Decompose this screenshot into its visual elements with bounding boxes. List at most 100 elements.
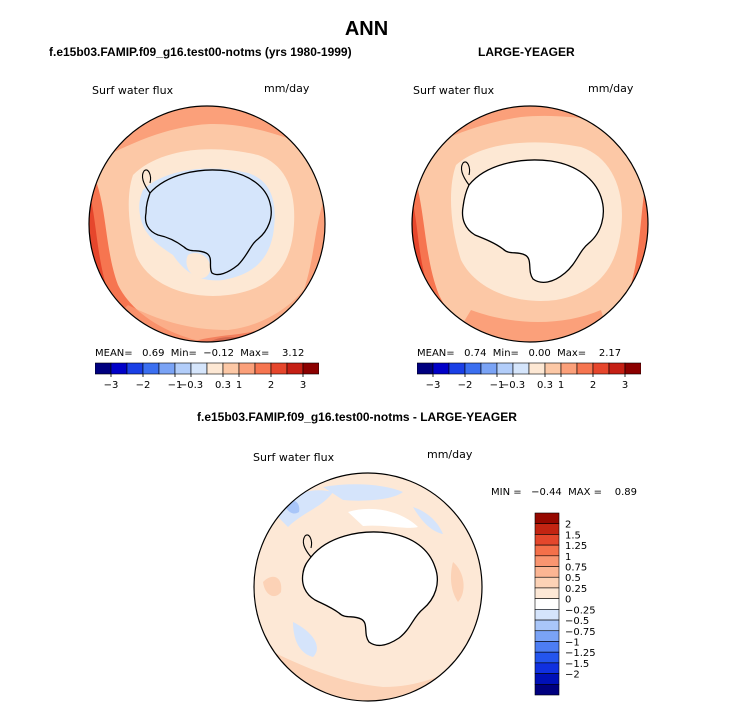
diff-colorbar-label: 0.25	[565, 584, 587, 595]
right-colorbar-label: 1	[558, 380, 564, 391]
diff-colorbar-box	[534, 651, 560, 664]
diff-colorbar-box	[534, 544, 560, 557]
left-colorbar-label: −0.3	[179, 380, 203, 391]
right-units-label: mm/day	[588, 82, 634, 95]
left-colorbar-label: 1	[236, 380, 242, 391]
left-variable-label: Surf water flux	[92, 84, 174, 97]
diff-colorbar-box	[534, 566, 560, 578]
right-colorbar-box	[496, 362, 514, 375]
diff-colorbar-box	[534, 662, 560, 674]
left-colorbar-label: −3	[104, 380, 119, 391]
left-colorbar-box	[286, 362, 304, 375]
diff-colorbar-box	[534, 598, 560, 610]
diff-colorbar: 21.51.2510.750.50.250−0.25−0.5−0.75−1−1.…	[534, 512, 596, 696]
right-colorbar-box	[432, 362, 450, 375]
left-colorbar-box	[222, 362, 240, 375]
left-colorbar-box	[190, 362, 208, 375]
right-colorbar-label: −0.3	[501, 380, 525, 391]
diff-colorbar-label: 1	[565, 552, 571, 563]
right-panel-title: LARGE-YEAGER	[478, 45, 575, 59]
diff-colorbar-label: −0.25	[565, 605, 596, 616]
right-colorbar-label: −3	[426, 380, 441, 391]
diff-colorbar-label: −2	[565, 670, 580, 681]
left-colorbar-label: 3	[300, 380, 306, 391]
left-colorbar-label: −1	[168, 380, 183, 391]
diff-colorbar-label: −1.25	[565, 648, 596, 659]
diff-stats: MIN = −0.44 MAX = 0.89	[491, 487, 638, 498]
left-colorbar-label: 2	[268, 380, 274, 391]
right-colorbar-labels: −3 −2 −1−0.3 0.3 1 2 3	[426, 374, 628, 391]
left-colorbar-box	[110, 362, 128, 375]
diff-colorbar-box	[534, 609, 560, 621]
diff-colorbar-box	[534, 630, 560, 642]
diff-variable-label: Surf water flux	[253, 451, 335, 464]
right-colorbar-label: −1	[490, 380, 505, 391]
diff-colorbar-boxes	[534, 512, 560, 696]
right-colorbar-label: 3	[622, 380, 628, 391]
left-colorbar-box	[206, 362, 224, 375]
diff-colorbar-label: 0.5	[565, 573, 581, 584]
diff-colorbar-label: 1.25	[565, 541, 587, 552]
left-colorbar-boxes	[95, 362, 319, 375]
diff-colorbar-label: 1.5	[565, 530, 581, 541]
left-colorbar-box	[254, 362, 272, 375]
left-colorbar-box	[142, 362, 160, 375]
left-colorbar-box	[270, 362, 288, 375]
left-colorbar-box	[95, 362, 112, 375]
right-colorbar-box	[624, 362, 641, 375]
right-colorbar-box	[528, 362, 546, 375]
diff-colorbar-box	[534, 587, 560, 599]
left-stats: MEAN= 0.69 Min= −0.12 Max= 3.12	[95, 348, 305, 359]
right-colorbar-box	[608, 362, 626, 375]
diff-colorbar-box	[534, 534, 560, 546]
diff-colorbar-box	[534, 673, 560, 685]
left-colorbar-box	[238, 362, 256, 375]
diff-colorbar-box	[534, 576, 560, 589]
right-colorbar-box	[592, 362, 610, 375]
diff-colorbar-label: 0	[565, 595, 571, 606]
diff-colorbar-label: −1	[565, 637, 580, 648]
diff-map	[253, 472, 483, 702]
right-colorbar-box	[544, 362, 562, 375]
diff-units-label: mm/day	[427, 448, 473, 461]
right-colorbar-box	[464, 362, 482, 375]
diff-colorbar-label: −0.5	[565, 616, 589, 627]
right-colorbar-label: 2	[590, 380, 596, 391]
diff-colorbar-box	[534, 512, 560, 525]
left-colorbar-box	[126, 362, 144, 375]
left-colorbar-box	[174, 362, 192, 375]
right-colorbar-label: 0.3	[537, 380, 553, 391]
diff-colorbar-box	[534, 523, 560, 535]
right-variable-label: Surf water flux	[413, 84, 495, 97]
right-colorbar-box	[512, 362, 530, 375]
right-stats: MEAN= 0.74 Min= 0.00 Max= 2.17	[417, 348, 622, 359]
diff-colorbar-label: 0.75	[565, 563, 587, 574]
left-colorbar: −3 −2 −1−0.3 0.3 1 2 3	[95, 362, 319, 391]
right-colorbar-box	[576, 362, 594, 375]
right-colorbar-boxes	[417, 362, 641, 375]
left-panel-title: f.e15b03.FAMIP.f09_g16.test00-notms (yrs…	[49, 45, 352, 59]
left-colorbar-label: −2	[136, 380, 151, 391]
diff-colorbar-label: −1.5	[565, 659, 589, 670]
diff-colorbar-box	[534, 619, 560, 632]
right-colorbar: −3 −2 −1−0.3 0.3 1 2 3	[417, 362, 641, 391]
diff-colorbar-label: 2	[565, 520, 571, 531]
diff-panel-title: f.e15b03.FAMIP.f09_g16.test00-notms - LA…	[197, 410, 517, 424]
diff-colorbar-box	[534, 683, 560, 696]
right-colorbar-box	[448, 362, 466, 375]
right-colorbar-box	[560, 362, 578, 375]
left-units-label: mm/day	[264, 82, 310, 95]
left-map	[88, 105, 326, 343]
diff-colorbar-labels: 21.51.2510.750.50.250−0.25−0.5−0.75−1−1.…	[565, 520, 596, 681]
diff-colorbar-box	[534, 641, 560, 653]
diff-colorbar-label: −0.75	[565, 627, 596, 638]
right-colorbar-box	[417, 362, 434, 375]
right-map	[411, 105, 649, 343]
main-title: ANN	[344, 18, 389, 40]
left-colorbar-labels: −3 −2 −1−0.3 0.3 1 2 3	[104, 374, 306, 391]
right-colorbar-label: −2	[458, 380, 473, 391]
left-colorbar-label: 0.3	[215, 380, 231, 391]
right-colorbar-box	[480, 362, 498, 375]
diff-colorbar-box	[534, 555, 560, 567]
left-colorbar-box	[302, 362, 319, 375]
